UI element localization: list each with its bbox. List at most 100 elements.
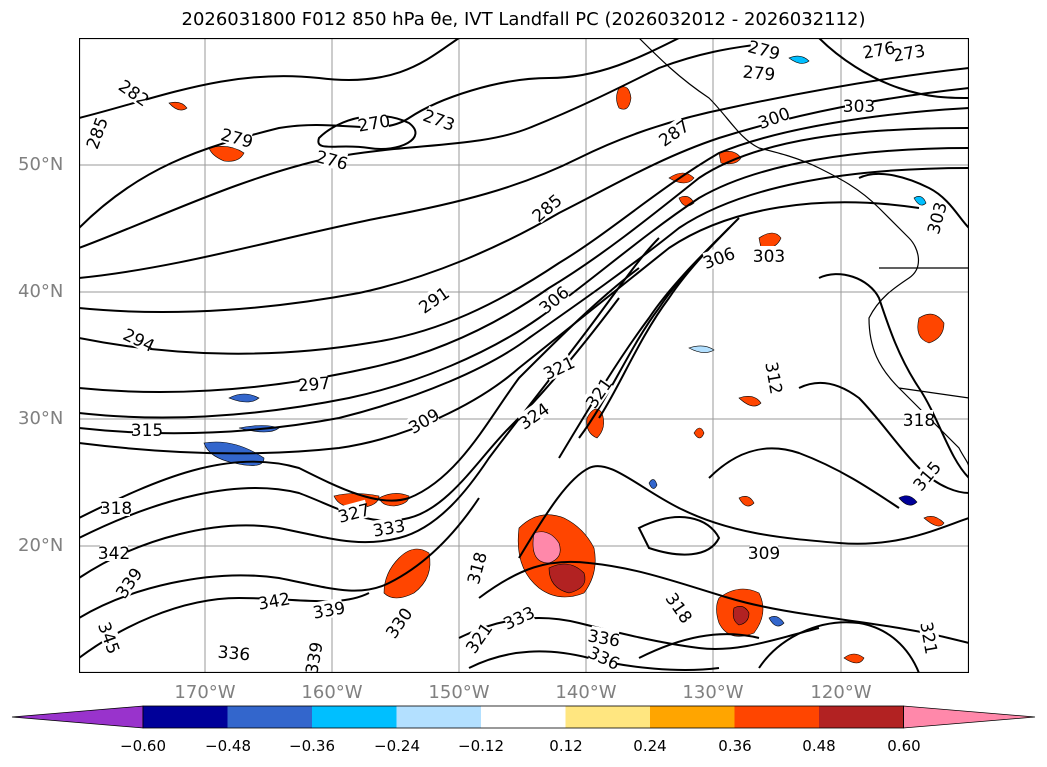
lat-label-20n: 20°N — [18, 535, 64, 556]
contour-label: 318 — [903, 411, 935, 431]
contour-label-bg — [656, 116, 691, 148]
warm-patch — [548, 563, 586, 594]
contour-label: 336 — [217, 643, 251, 666]
map-title: 2026031800 F012 850 hPa θe, IVT Landfall… — [181, 9, 866, 30]
lon-label-140w: 140°W — [555, 682, 617, 703]
contour-line — [79, 87, 969, 314]
contour-label-bg — [918, 622, 942, 654]
contour-label: 279 — [742, 63, 776, 86]
warm-patch — [732, 606, 750, 626]
contour-line — [317, 114, 417, 150]
cool-patch — [228, 393, 260, 403]
colorbar-segment — [143, 706, 228, 728]
contour-label-bg — [406, 405, 441, 435]
colorbar-tick: 0.60 — [887, 737, 921, 755]
lon-label-160w: 160°W — [301, 682, 363, 703]
contour-label-bg — [763, 362, 787, 394]
contour-label-bg — [463, 551, 489, 584]
warm-patch — [616, 86, 632, 110]
colorbar-tick: 0.36 — [718, 737, 752, 755]
contour-label-bg — [587, 643, 621, 672]
colorbar — [11, 705, 1036, 729]
contour-label-bg — [462, 620, 494, 655]
map-panel[interactable]: 282 285 279 276 270 273 279 276 273 279 287 300 303 2… — [79, 38, 969, 673]
warm-patch — [843, 653, 865, 664]
contour-label: 315 — [131, 421, 163, 441]
contour-label-bg — [82, 116, 110, 149]
contour-label-bg — [748, 38, 781, 62]
contour-label-bg — [582, 375, 614, 410]
contour-label-bg — [382, 605, 414, 640]
contour-line — [818, 273, 969, 479]
contour-label: 303 — [753, 247, 785, 267]
contour-label-bg — [133, 420, 161, 438]
cool-patch — [898, 495, 918, 506]
warm-patch — [738, 496, 755, 507]
contour-label: 339 — [302, 640, 327, 673]
colorbar-segment — [396, 706, 481, 728]
colorbar-tick: −0.24 — [374, 737, 420, 755]
cool-patch — [788, 55, 810, 64]
contour-label-bg — [905, 410, 933, 428]
warm-patch-core — [532, 531, 561, 564]
colorbar-frame — [142, 705, 904, 729]
cool-patch — [688, 345, 715, 353]
contour-label-bg — [757, 103, 790, 131]
contour-label-bg — [845, 96, 873, 114]
contour-label-bg — [542, 353, 576, 382]
colorbar-extend-left — [11, 705, 144, 729]
contour-line — [818, 38, 969, 99]
colorbar-segment — [734, 706, 819, 728]
contour-label: 342 — [98, 544, 130, 564]
contour-line — [758, 621, 920, 673]
lon-label-120w: 120°W — [810, 682, 872, 703]
coastline — [638, 38, 969, 469]
map-background — [79, 38, 969, 673]
colorbar-tick: −0.60 — [120, 737, 166, 755]
contour-label-bg — [536, 283, 570, 316]
contour-label-bg — [100, 543, 128, 561]
contour-label-bg — [516, 399, 551, 431]
warm-patch — [738, 396, 762, 407]
warm-patch — [917, 313, 945, 344]
contour-label-bg — [863, 38, 895, 61]
colorbar-segment — [650, 706, 735, 728]
contour-line — [637, 516, 721, 556]
contour-label-bg — [744, 61, 774, 83]
lon-label-170w: 170°W — [174, 682, 236, 703]
colorbar-tick: 0.24 — [633, 737, 667, 755]
contour-line — [518, 465, 969, 559]
contour-line — [708, 447, 900, 509]
colorbar-tick: 0.12 — [549, 737, 583, 755]
contour-line — [79, 297, 620, 539]
contour-label: 303 — [843, 97, 875, 117]
colorbar-tick: −0.12 — [458, 737, 504, 755]
contour-line — [79, 497, 480, 619]
map-frame — [79, 38, 969, 673]
contour-line — [79, 42, 770, 249]
contour-line — [79, 67, 969, 279]
contour-label-bg — [910, 458, 943, 492]
contour-label-bg — [416, 283, 451, 315]
colorbar-segment — [227, 706, 312, 728]
colorbar-tick: −0.36 — [289, 737, 335, 755]
contour-label-bg — [423, 105, 456, 133]
contour-label-bg — [258, 588, 290, 612]
contour-label-bg — [112, 565, 144, 600]
warm-patch — [693, 427, 705, 439]
contour-label-bg — [117, 76, 152, 108]
contour-label-bg — [219, 641, 249, 663]
contour-label-bg — [923, 201, 949, 234]
contour-line — [79, 127, 969, 393]
contour-line — [79, 237, 660, 579]
shading-patches — [168, 55, 945, 664]
contour-line — [79, 147, 969, 419]
border-line — [898, 387, 969, 399]
lat-label-50n: 50°N — [18, 154, 64, 175]
contour-label-bg — [102, 498, 130, 516]
contour-label-bg — [750, 543, 778, 561]
colorbar-segment — [312, 706, 397, 728]
contour-line — [79, 167, 969, 435]
contour-label: 318 — [100, 499, 132, 519]
warm-patch — [208, 146, 245, 162]
